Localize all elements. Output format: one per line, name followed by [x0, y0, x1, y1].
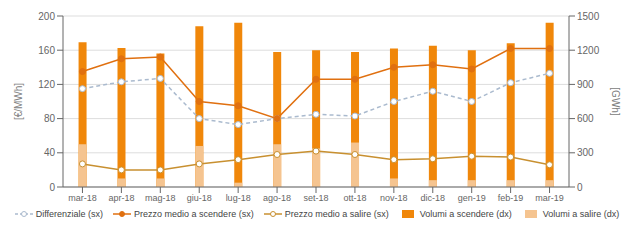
- svg-text:lug-18: lug-18: [226, 193, 251, 203]
- svg-text:1500: 1500: [577, 11, 600, 22]
- svg-text:giu-18: giu-18: [187, 193, 212, 203]
- svg-text:feb-19: feb-19: [498, 193, 524, 203]
- svg-text:1200: 1200: [577, 45, 600, 56]
- svg-text:0: 0: [49, 182, 55, 193]
- svg-text:900: 900: [577, 79, 594, 90]
- svg-text:120: 120: [38, 79, 55, 90]
- svg-text:nov-18: nov-18: [380, 193, 408, 203]
- html-text:Volumi a salire (dx): Volumi a salire (dx): [542, 209, 620, 219]
- svg-text:mag-18: mag-18: [145, 193, 176, 203]
- svg-text:80: 80: [44, 113, 56, 124]
- html-text:Prezzo medio a scendere (sx): Prezzo medio a scendere (sx): [134, 209, 254, 219]
- svg-text:200: 200: [38, 11, 55, 22]
- svg-text:600: 600: [577, 113, 594, 124]
- svg-text:ago-18: ago-18: [263, 193, 291, 203]
- svg-text:mar-19: mar-19: [535, 193, 564, 203]
- svg-text:mar-18: mar-18: [68, 193, 97, 203]
- svg-text:300: 300: [577, 147, 594, 158]
- html-text:Prezzo medio a salire (sx): Prezzo medio a salire (sx): [284, 209, 389, 219]
- svg-text:ott-18: ott-18: [343, 193, 366, 203]
- svg-text:[GWh]: [GWh]: [610, 87, 621, 116]
- svg-text:gen-19: gen-19: [458, 193, 486, 203]
- svg-text:40: 40: [44, 147, 56, 158]
- svg-text:apr-18: apr-18: [108, 193, 134, 203]
- svg-text:[€/MWh]: [€/MWh]: [13, 83, 24, 120]
- svg-text:160: 160: [38, 45, 55, 56]
- svg-text:0: 0: [577, 182, 583, 193]
- html-text:Differenziale (sx): Differenziale (sx): [35, 209, 104, 219]
- svg-text:set-18: set-18: [303, 193, 328, 203]
- html-text:Volumi a scendere (dx): Volumi a scendere (dx): [419, 209, 512, 219]
- svg-text:dic-18: dic-18: [421, 193, 446, 203]
